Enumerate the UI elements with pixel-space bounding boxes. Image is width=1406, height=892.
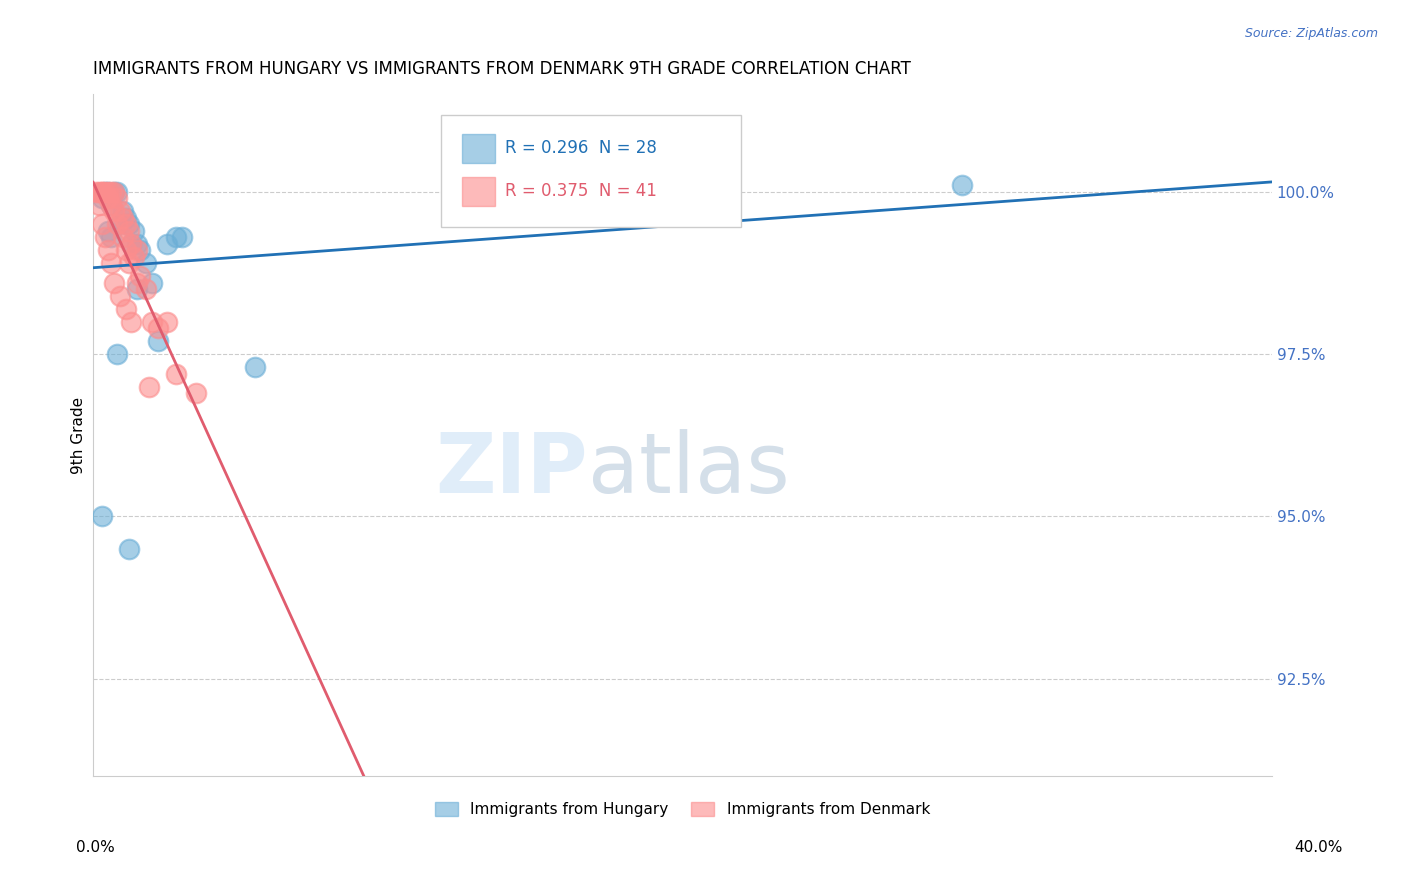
Point (91, 185, 114, 199)
Point (114, 211, 136, 225)
Point (141, 315, 163, 329)
Point (97, 191, 120, 205)
Point (103, 204, 125, 219)
Point (111, 204, 134, 219)
Point (129, 269, 152, 284)
Point (141, 276, 163, 290)
Point (245, 360, 267, 375)
Point (127, 276, 149, 290)
FancyBboxPatch shape (463, 134, 495, 162)
Text: R = 0.375  N = 41: R = 0.375 N = 41 (505, 182, 657, 200)
Text: 40.0%: 40.0% (1295, 840, 1343, 855)
Point (186, 386, 208, 401)
Point (94, 230, 117, 244)
Point (97, 224, 120, 238)
Point (103, 185, 125, 199)
Point (170, 230, 193, 244)
Point (97, 244, 120, 258)
Point (94, 185, 117, 199)
Legend: Immigrants from Hungary, Immigrants from Denmark: Immigrants from Hungary, Immigrants from… (429, 796, 936, 823)
Point (97, 185, 120, 199)
Point (94, 185, 117, 199)
Point (127, 244, 149, 258)
Point (135, 282, 157, 296)
Point (156, 315, 179, 329)
Point (105, 347, 128, 361)
Point (121, 315, 143, 329)
Text: 0.0%: 0.0% (76, 840, 115, 855)
Point (146, 334, 169, 348)
Point (129, 244, 152, 258)
Point (97, 185, 120, 199)
Point (111, 230, 134, 244)
Point (135, 256, 157, 270)
Point (103, 276, 125, 290)
Point (117, 224, 139, 238)
Point (165, 230, 187, 244)
Point (138, 379, 160, 393)
Text: atlas: atlas (588, 429, 790, 510)
FancyBboxPatch shape (463, 177, 495, 205)
Point (124, 224, 146, 238)
Point (91, 217, 114, 231)
Point (117, 256, 139, 270)
Point (952, 178, 974, 193)
Point (111, 211, 134, 225)
Point (91, 191, 114, 205)
Point (105, 217, 128, 231)
Point (165, 367, 187, 381)
Point (146, 321, 169, 335)
Point (87, 198, 110, 212)
Point (156, 236, 179, 251)
Point (105, 185, 128, 199)
Point (114, 301, 136, 316)
Point (108, 204, 131, 219)
Y-axis label: 9th Grade: 9th Grade (72, 397, 86, 474)
Point (121, 236, 143, 251)
Point (100, 198, 122, 212)
Point (100, 198, 122, 212)
Text: R = 0.296  N = 28: R = 0.296 N = 28 (505, 139, 657, 157)
Point (87, 185, 110, 199)
Text: IMMIGRANTS FROM HUNGARY VS IMMIGRANTS FROM DENMARK 9TH GRADE CORRELATION CHART: IMMIGRANTS FROM HUNGARY VS IMMIGRANTS FR… (93, 60, 911, 78)
Point (121, 236, 143, 251)
Point (127, 236, 149, 251)
Point (108, 217, 131, 231)
Point (117, 541, 139, 556)
Point (105, 191, 128, 205)
Point (108, 289, 131, 303)
Point (100, 230, 122, 244)
Point (117, 217, 139, 231)
FancyBboxPatch shape (441, 115, 741, 227)
Text: Source: ZipAtlas.com: Source: ZipAtlas.com (1244, 27, 1378, 40)
Point (127, 282, 149, 296)
Point (91, 509, 114, 524)
Point (124, 250, 146, 264)
Point (91, 185, 114, 199)
Point (103, 185, 125, 199)
Point (100, 256, 122, 270)
Point (114, 217, 136, 231)
Point (84, 185, 107, 199)
Text: ZIP: ZIP (436, 429, 588, 510)
Point (100, 185, 122, 199)
Point (114, 244, 136, 258)
